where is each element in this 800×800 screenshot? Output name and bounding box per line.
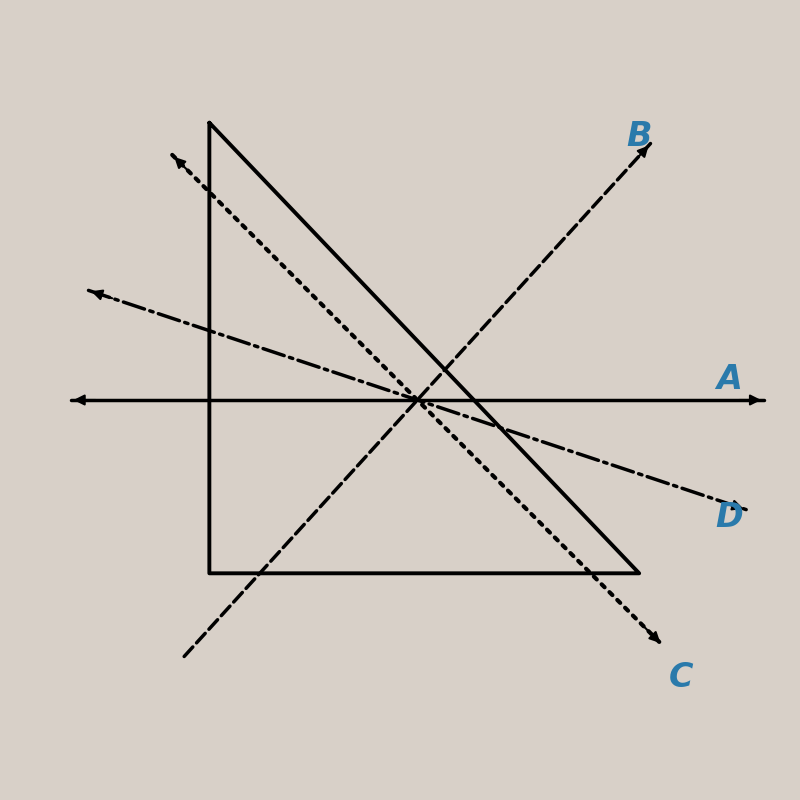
Text: B: B bbox=[626, 120, 652, 153]
Text: C: C bbox=[669, 661, 693, 694]
Text: D: D bbox=[715, 502, 743, 534]
Text: A: A bbox=[716, 362, 742, 396]
